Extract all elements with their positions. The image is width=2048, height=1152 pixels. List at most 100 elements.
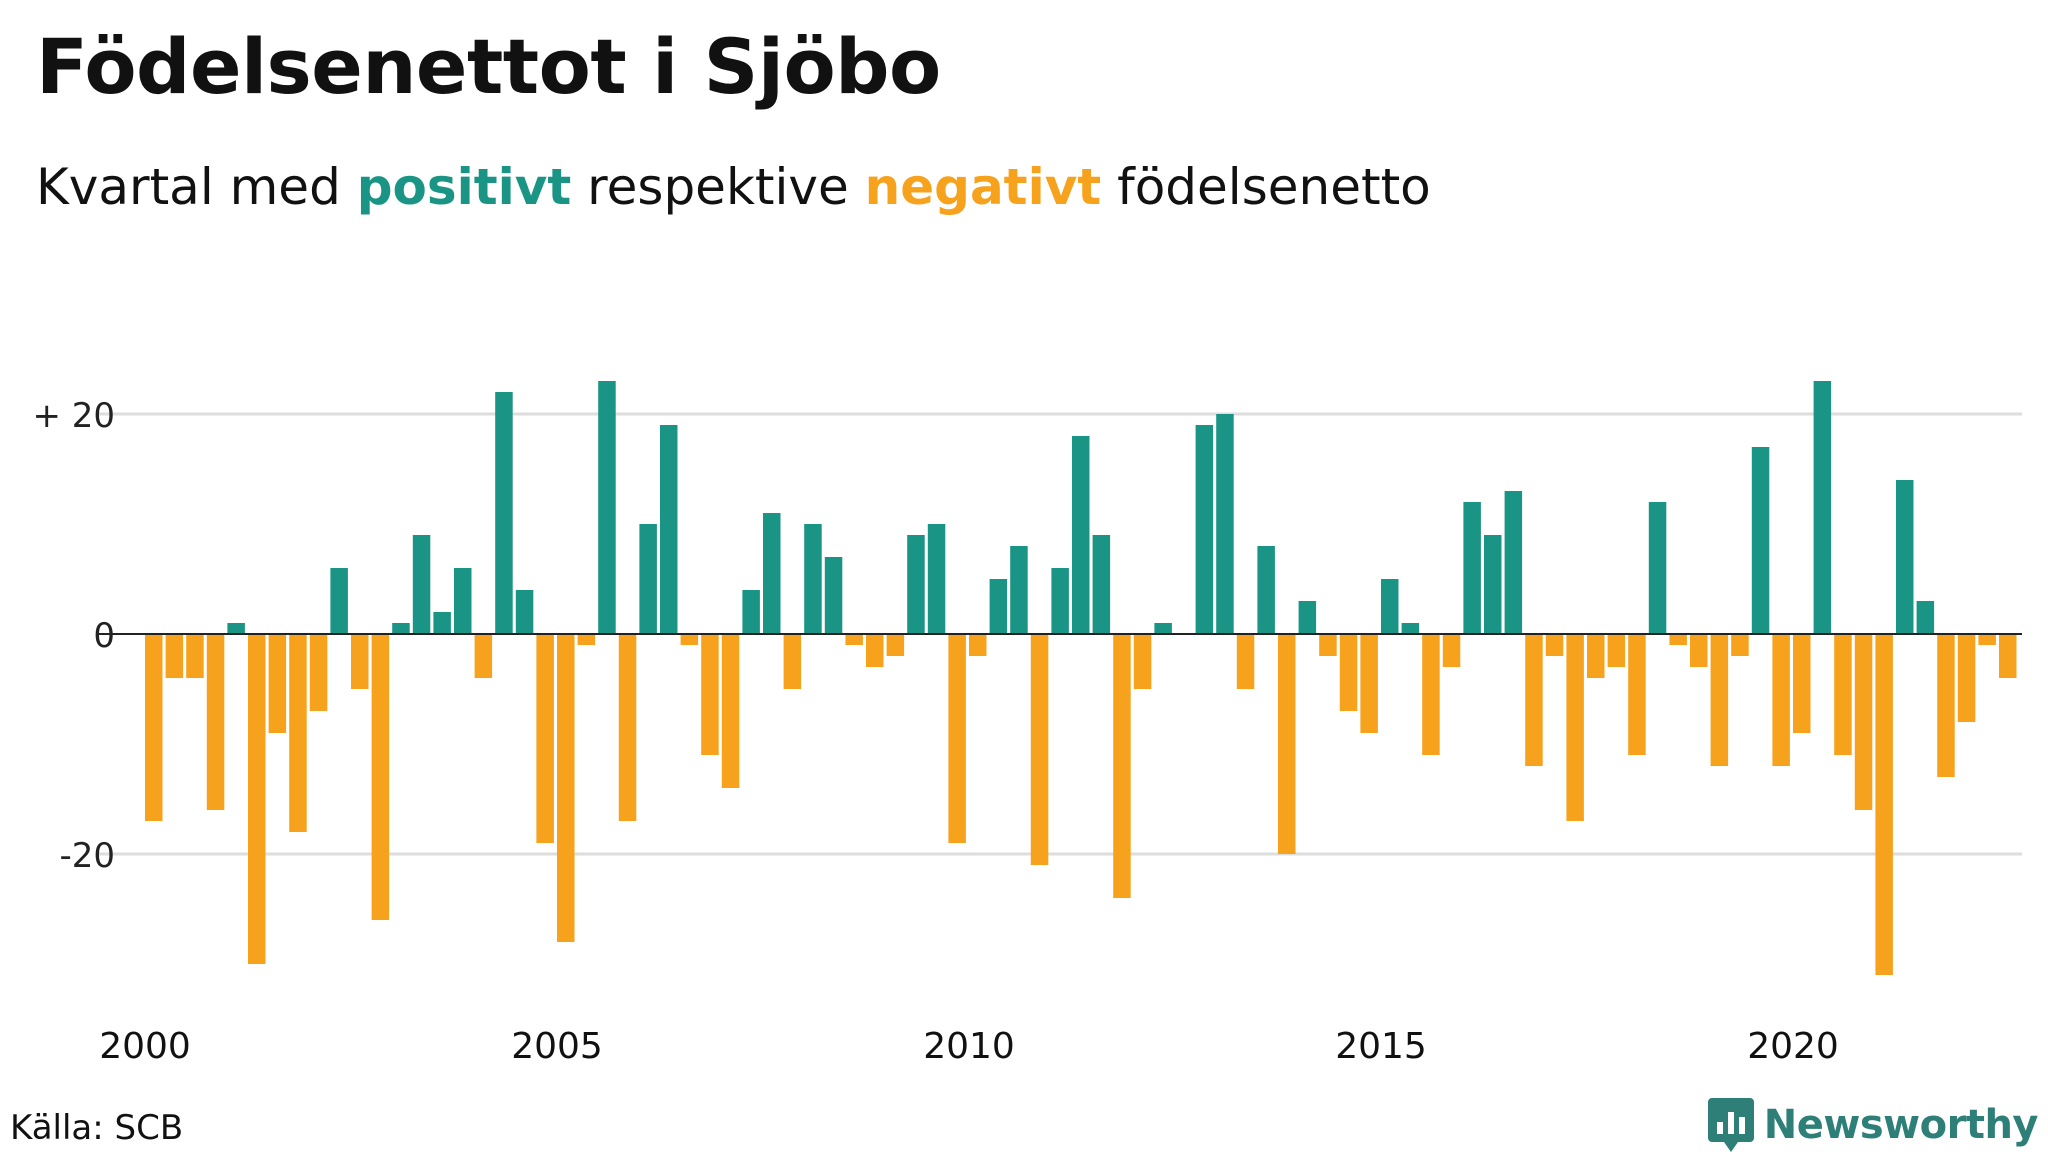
x-tick-label: 2005 (511, 1026, 603, 1067)
bar-2006-k4 (701, 634, 719, 755)
bar-2016-k4 (1525, 634, 1543, 766)
bar-2007-k4 (783, 634, 802, 689)
bar-2019-k4 (1772, 634, 1790, 766)
bar-2010-k2 (989, 579, 1008, 634)
y-axis-ticks: + 20 0 -20 (32, 396, 115, 876)
bar-2011-k2 (1072, 436, 1090, 634)
bar-2002-k3 (351, 634, 369, 689)
bar-2014-k4 (1360, 634, 1378, 733)
bar-2005-k2 (577, 634, 596, 645)
bars (145, 381, 2017, 975)
bar-2002-k4 (371, 634, 390, 920)
bar-2015-k4 (1442, 634, 1461, 667)
bar-2020-k3 (1834, 634, 1852, 755)
bar-2018-k1 (1628, 634, 1646, 755)
bar-2001-k3 (268, 634, 287, 733)
bar-2013-k4 (1278, 634, 1296, 854)
x-tick-label: 2020 (1747, 1026, 1839, 1067)
bar-2016-k2 (1484, 535, 1502, 634)
bar-2004-k1 (474, 634, 493, 678)
bar-2014-k3 (1339, 634, 1358, 711)
newsworthy-logo[interactable]: Newsworthy (1707, 1098, 2039, 1152)
bar-2002-k1 (309, 634, 328, 711)
bar-2009-k1 (886, 634, 905, 656)
bar-2011-k3 (1092, 535, 1111, 634)
bar-2015-k3 (1422, 634, 1440, 755)
bar-2000-k3 (186, 634, 204, 678)
bar-2014-k1 (1298, 601, 1317, 634)
source-note: Källa: SCB (10, 1108, 184, 1148)
bar-2020-k1 (1793, 634, 1811, 733)
bar-2016-k1 (1463, 502, 1481, 634)
bar-2009-k4 (948, 634, 966, 843)
bar-2005-k1 (557, 634, 575, 942)
bar-2018-k4 (1690, 634, 1708, 667)
bar-2021-k2 (1896, 480, 1914, 634)
bar-2007-k1 (721, 634, 740, 788)
bar-2004-k3 (515, 590, 534, 634)
bar-2017-k3 (1587, 634, 1605, 678)
bar-2020-k2 (1813, 381, 1832, 634)
bar-2006-k2 (660, 425, 678, 634)
bar-2017-k1 (1545, 634, 1564, 656)
y-tick-label: -20 (59, 836, 115, 876)
bar-2021-k4 (1937, 634, 1955, 777)
chart-title: Födelsenettot i Sjöbo (36, 22, 941, 111)
bar-2017-k2 (1566, 634, 1584, 821)
bar-2004-k2 (495, 392, 513, 634)
bar-2018-k2 (1648, 502, 1667, 634)
bar-2006-k1 (639, 524, 657, 634)
bar-2015-k2 (1401, 623, 1420, 634)
bar-2005-k4 (618, 634, 637, 821)
bar-2012-k1 (1133, 634, 1152, 689)
bar-2003-k4 (454, 568, 472, 634)
bar-2013-k2 (1236, 634, 1255, 689)
bar-2022-k2 (1978, 634, 1996, 645)
chart-subtitle: Kvartal med positivt respektive negativt… (36, 158, 1431, 216)
x-tick-label: 2000 (99, 1026, 191, 1067)
bar-2000-k1 (145, 634, 163, 821)
bar-2008-k1 (804, 524, 822, 634)
y-tick-label: + 20 (32, 396, 115, 436)
bar-2015-k1 (1381, 579, 1399, 634)
bar-2010-k1 (969, 634, 987, 656)
bar-2021-k3 (1916, 601, 1935, 634)
subtitle-negative-word: negativt (864, 158, 1102, 216)
bar-2006-k3 (680, 634, 699, 645)
bar-2008-k2 (824, 557, 843, 634)
bar-2011-k1 (1051, 568, 1069, 634)
bar-2016-k3 (1504, 491, 1523, 634)
bar-2009-k3 (927, 524, 946, 634)
bar-2017-k4 (1607, 634, 1626, 667)
bar-chart-speech-bubble-icon (1707, 1098, 1754, 1152)
bar-2018-k3 (1669, 634, 1687, 645)
bar-2010-k4 (1030, 634, 1049, 865)
bar-2014-k2 (1319, 634, 1337, 656)
bar-2003-k1 (392, 623, 410, 634)
bar-2019-k3 (1751, 447, 1770, 634)
bar-2005-k3 (598, 381, 616, 634)
bar-2001-k4 (289, 634, 307, 832)
bar-2022-k1 (1957, 634, 1976, 722)
brand-name: Newsworthy (1763, 1102, 2039, 1148)
subtitle-text-middle: respektive (571, 158, 865, 216)
y-tick-label: 0 (93, 616, 115, 656)
bar-2007-k2 (742, 590, 760, 634)
bar-2007-k3 (763, 513, 781, 634)
bar-2019-k1 (1710, 634, 1729, 766)
subtitle-positive-word: positivt (356, 158, 572, 216)
x-axis-ticks: 2000 2005 2010 2015 2020 (99, 1026, 1839, 1067)
bar-2001-k2 (248, 634, 266, 964)
bar-2013-k3 (1257, 546, 1275, 634)
bar-2011-k4 (1113, 634, 1131, 898)
subtitle-text-start: Kvartal med (36, 158, 357, 216)
bar-2008-k4 (866, 634, 884, 667)
bar-2002-k2 (330, 568, 348, 634)
bar-2010-k3 (1010, 546, 1028, 634)
grid-lines (96, 412, 2022, 856)
x-tick-label: 2010 (923, 1026, 1015, 1067)
subtitle-text-end: födelsenetto (1101, 158, 1431, 216)
bar-2013-k1 (1216, 414, 1234, 634)
bar-2004-k4 (536, 634, 554, 843)
